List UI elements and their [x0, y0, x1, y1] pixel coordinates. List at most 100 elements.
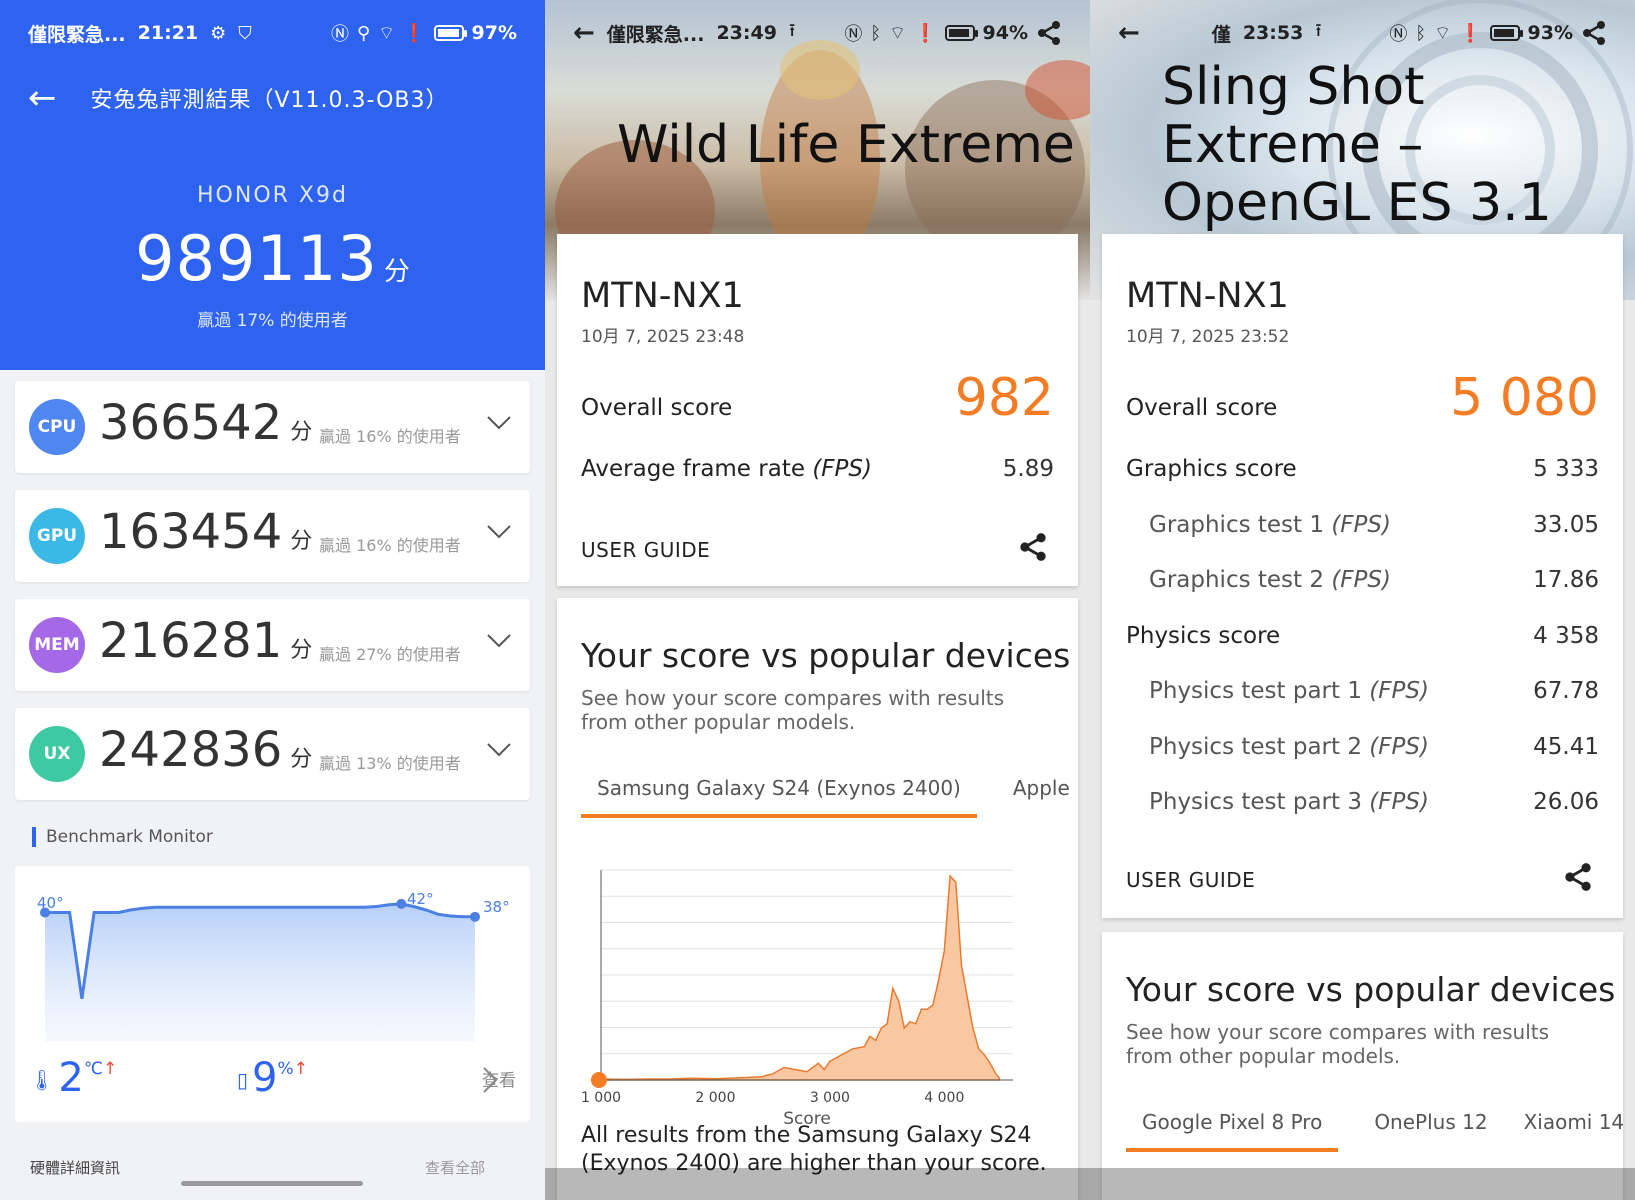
- score-label: Physics score: [1126, 623, 1280, 649]
- distribution-area: [600, 874, 1001, 1081]
- bottom-scrim: [1090, 1168, 1635, 1200]
- back-arrow-icon[interactable]: ←: [1118, 18, 1140, 48]
- x-tick-label: 2 000: [695, 1090, 735, 1106]
- bluetooth-icon: ᛒ: [1415, 22, 1427, 44]
- x-axis-label: Score: [783, 1109, 831, 1129]
- score-label: Physics test part 3 (FPS): [1149, 789, 1429, 815]
- mem-score-card[interactable]: MEM 216281 分 贏過 27% 的使用者: [15, 599, 530, 691]
- chevron-down-icon[interactable]: [486, 627, 512, 653]
- home-indicator[interactable]: [181, 1181, 363, 1186]
- score-label-text: Graphics score: [1126, 456, 1297, 482]
- ux-rank: 贏過 13% 的使用者: [319, 754, 461, 773]
- up-arrow-icon: ↑: [102, 1059, 118, 1079]
- chevron-down-icon[interactable]: [486, 736, 512, 762]
- back-arrow-icon[interactable]: ←: [28, 78, 57, 118]
- benchmark-monitor-card[interactable]: 40° 42° 38° 🌡︎ 2 ℃ ↑ ▯ 9 % ↑ 查看: [15, 866, 530, 1122]
- carrier-text: 僅限緊急...: [28, 23, 126, 46]
- view-monitor-link[interactable]: 查看: [482, 1066, 516, 1093]
- score-label-text: Physics score: [1126, 622, 1281, 649]
- sub-score-row: Physics test part 2 (FPS) 45.41: [1149, 734, 1599, 760]
- comparison-subtitle: See how your score compares with results…: [1126, 1020, 1550, 1068]
- temperature-peak-point: [396, 898, 407, 909]
- share-icon[interactable]: [1018, 532, 1048, 562]
- benchmark-monitor-label: Benchmark Monitor: [32, 827, 213, 847]
- antutu-panel: 僅限緊急... 21:21 ⚙ ⛉ Ⓝ ⚲ ⌔ ❗ 97% ← 安兔兔評測結果（…: [0, 0, 545, 1200]
- hardware-info-label: 硬體詳細資訊: [30, 1159, 121, 1177]
- nfc-icon: Ⓝ: [844, 24, 863, 45]
- x-tick-label: 1 000: [581, 1090, 621, 1106]
- bottom-scrim: [545, 1168, 1090, 1200]
- back-arrow-icon[interactable]: ←: [573, 18, 595, 48]
- overall-score-value: 5 080: [1450, 368, 1599, 428]
- user-guide-link[interactable]: USER GUIDE: [581, 538, 711, 562]
- gpu-score-card[interactable]: GPU 163454 分 贏過 16% 的使用者: [15, 490, 530, 582]
- cpu-rank: 贏過 16% 的使用者: [319, 427, 461, 446]
- chevron-down-icon[interactable]: [486, 518, 512, 544]
- share-icon[interactable]: [1581, 20, 1607, 46]
- shield-status-icon: ⛉: [238, 22, 252, 44]
- total-rank: 贏過 17% 的使用者: [197, 311, 348, 331]
- device-name: HONOR X9d: [197, 183, 348, 208]
- mem-badge: MEM: [29, 617, 85, 673]
- score-label-text: Physics test part 1: [1149, 678, 1362, 704]
- comparison-card: Your score vs popular devices See how yo…: [1102, 932, 1623, 1200]
- score-value: 5 333: [1533, 456, 1599, 482]
- nfc-icon: Ⓝ: [330, 24, 349, 45]
- cpu-score-card[interactable]: CPU 366542 分 贏過 16% 的使用者: [15, 381, 530, 473]
- tab-xiaomi-14[interactable]: Xiaomi 14: [1523, 1110, 1623, 1134]
- chevron-down-icon[interactable]: [486, 409, 512, 435]
- score-unit: (FPS): [1369, 789, 1429, 815]
- wifi-icon: ⌔: [1434, 22, 1452, 44]
- sub-score-row: Graphics test 2 (FPS) 17.86: [1149, 567, 1599, 593]
- score-unit: 分: [383, 257, 410, 287]
- temperature-unit: ℃: [83, 1059, 103, 1079]
- result-date: 10月 7, 2025 23:52: [1126, 327, 1290, 347]
- user-guide-link[interactable]: USER GUIDE: [1126, 868, 1256, 892]
- share-icon[interactable]: [1036, 20, 1062, 46]
- score-label: Graphics score: [1126, 456, 1297, 482]
- battery-level-icon: ▯: [237, 1068, 249, 1092]
- score-label: Physics test part 2 (FPS): [1149, 734, 1429, 760]
- overall-score-label: Overall score: [1126, 395, 1278, 421]
- comparison-title: Your score vs popular devices: [1126, 970, 1616, 1009]
- fps-value: 5.89: [1002, 456, 1054, 482]
- ux-score-card[interactable]: UX 242836 分 贏過 13% 的使用者: [15, 708, 530, 800]
- clock: 21:21: [137, 22, 199, 44]
- benchmark-title-line: Extreme –: [1162, 115, 1424, 175]
- alert-icon: ❗: [914, 22, 937, 44]
- gpu-score-unit: 分: [290, 529, 313, 554]
- view-all-link[interactable]: 查看全部: [424, 1159, 485, 1177]
- temperature-chart: 40° 42° 38°: [37, 890, 510, 1042]
- overall-score-row: Overall score 5 080: [1126, 368, 1599, 428]
- score-unit: (FPS): [1331, 567, 1391, 593]
- score-value: 4 358: [1533, 622, 1599, 649]
- upload-icon: ⭱: [1315, 20, 1322, 41]
- mem-rank: 贏過 27% 的使用者: [319, 645, 461, 664]
- comparison-note: All results from the Samsung Galaxy S24 …: [581, 1123, 1047, 1176]
- score-label: Graphics test 2 (FPS): [1149, 567, 1391, 593]
- tab-samsung-galaxy-s24[interactable]: Samsung Galaxy S24 (Exynos 2400): [581, 776, 977, 818]
- sub-score-row: Physics test part 3 (FPS) 26.06: [1149, 789, 1599, 815]
- share-icon[interactable]: [1563, 862, 1593, 892]
- ux-badge: UX: [29, 726, 85, 782]
- slingshot-panel: ← 僅 23:53 ⭱ Ⓝ ᛒ ⌔ ❗ 93% Sling Shot Extre…: [1090, 0, 1635, 1200]
- thermometer-icon: 🌡︎: [29, 1068, 55, 1092]
- mem-score-unit: 分: [290, 638, 313, 663]
- tab-oneplus-12[interactable]: OnePlus 12: [1374, 1110, 1488, 1134]
- wifi-icon: ⌔: [378, 22, 396, 44]
- tab-google-pixel-8-pro[interactable]: Google Pixel 8 Pro: [1126, 1110, 1339, 1152]
- score-label: Graphics test 1 (FPS): [1149, 512, 1391, 538]
- temperature-end-point: [470, 911, 480, 922]
- battery-delta: 9: [252, 1055, 278, 1101]
- temperature-start-label: 40°: [37, 894, 64, 912]
- result-card: MTN-NX1 10月 7, 2025 23:52 Overall score …: [1102, 234, 1623, 918]
- status-bar: 僅限緊急... 21:21 ⚙ ⛉ Ⓝ ⚲ ⌔ ❗ 97%: [0, 0, 545, 66]
- x-tick-label: 4 000: [924, 1090, 964, 1106]
- score-row: Physics score 4 358: [1126, 623, 1599, 649]
- sub-score-row: Physics test part 1 (FPS) 67.78: [1149, 678, 1599, 704]
- carrier-text: 僅: [1211, 23, 1231, 46]
- result-header: 僅限緊急... 21:21 ⚙ ⛉ Ⓝ ⚲ ⌔ ❗ 97% ← 安兔兔評測結果（…: [0, 0, 545, 370]
- score-unit: (FPS): [1331, 511, 1391, 538]
- sub-score-row: Graphics test 1 (FPS) 33.05: [1149, 512, 1599, 538]
- tab-apple[interactable]: Apple iF: [1012, 776, 1078, 800]
